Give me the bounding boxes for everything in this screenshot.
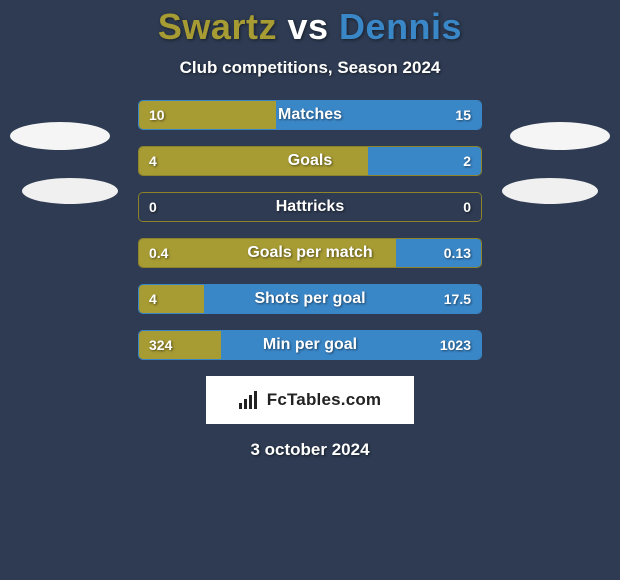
player2-avatar-shadow: [502, 178, 598, 204]
player2-avatar: [510, 122, 610, 150]
player2-name: Dennis: [339, 6, 462, 47]
stat-label: Goals: [139, 147, 481, 175]
page-title: Swartz vs Dennis: [0, 0, 620, 48]
player1-name: Swartz: [158, 6, 277, 47]
stat-value-left: 10: [149, 101, 165, 129]
vs-word: vs: [287, 6, 328, 47]
barchart-icon: [239, 391, 261, 409]
stat-value-left: 324: [149, 331, 172, 359]
player1-avatar-shadow: [22, 178, 118, 204]
stat-bar: Hattricks0 0: [138, 192, 482, 222]
stat-value-right: 15: [455, 101, 471, 129]
stat-label: Goals per match: [139, 239, 481, 267]
stat-value-left: 0.4: [149, 239, 168, 267]
date: 3 october 2024: [0, 440, 620, 460]
stat-label: Matches: [139, 101, 481, 129]
stat-bar: Goals per match0.4 0.13: [138, 238, 482, 268]
stat-bar: Shots per goal4 17.5: [138, 284, 482, 314]
stat-bar: Min per goal324 1023: [138, 330, 482, 360]
source-text: FcTables.com: [267, 390, 382, 410]
stat-value-right: 0.13: [444, 239, 471, 267]
stat-value-right: 2: [463, 147, 471, 175]
stat-value-left: 0: [149, 193, 157, 221]
comparison-bars: Matches1015Goals42Hattricks00Goals per m…: [138, 100, 482, 360]
stat-value-right: 17.5: [444, 285, 471, 313]
stat-label: Min per goal: [139, 331, 481, 359]
subtitle: Club competitions, Season 2024: [0, 58, 620, 78]
stat-value-right: 1023: [440, 331, 471, 359]
stat-value-right: 0: [463, 193, 471, 221]
stat-label: Shots per goal: [139, 285, 481, 313]
source-badge: FcTables.com: [206, 376, 414, 424]
stat-label: Hattricks: [139, 193, 481, 221]
stat-value-left: 4: [149, 147, 157, 175]
stat-bar: Matches10 15: [138, 100, 482, 130]
stat-value-left: 4: [149, 285, 157, 313]
stat-bar: Goals4 2: [138, 146, 482, 176]
player1-avatar: [10, 122, 110, 150]
